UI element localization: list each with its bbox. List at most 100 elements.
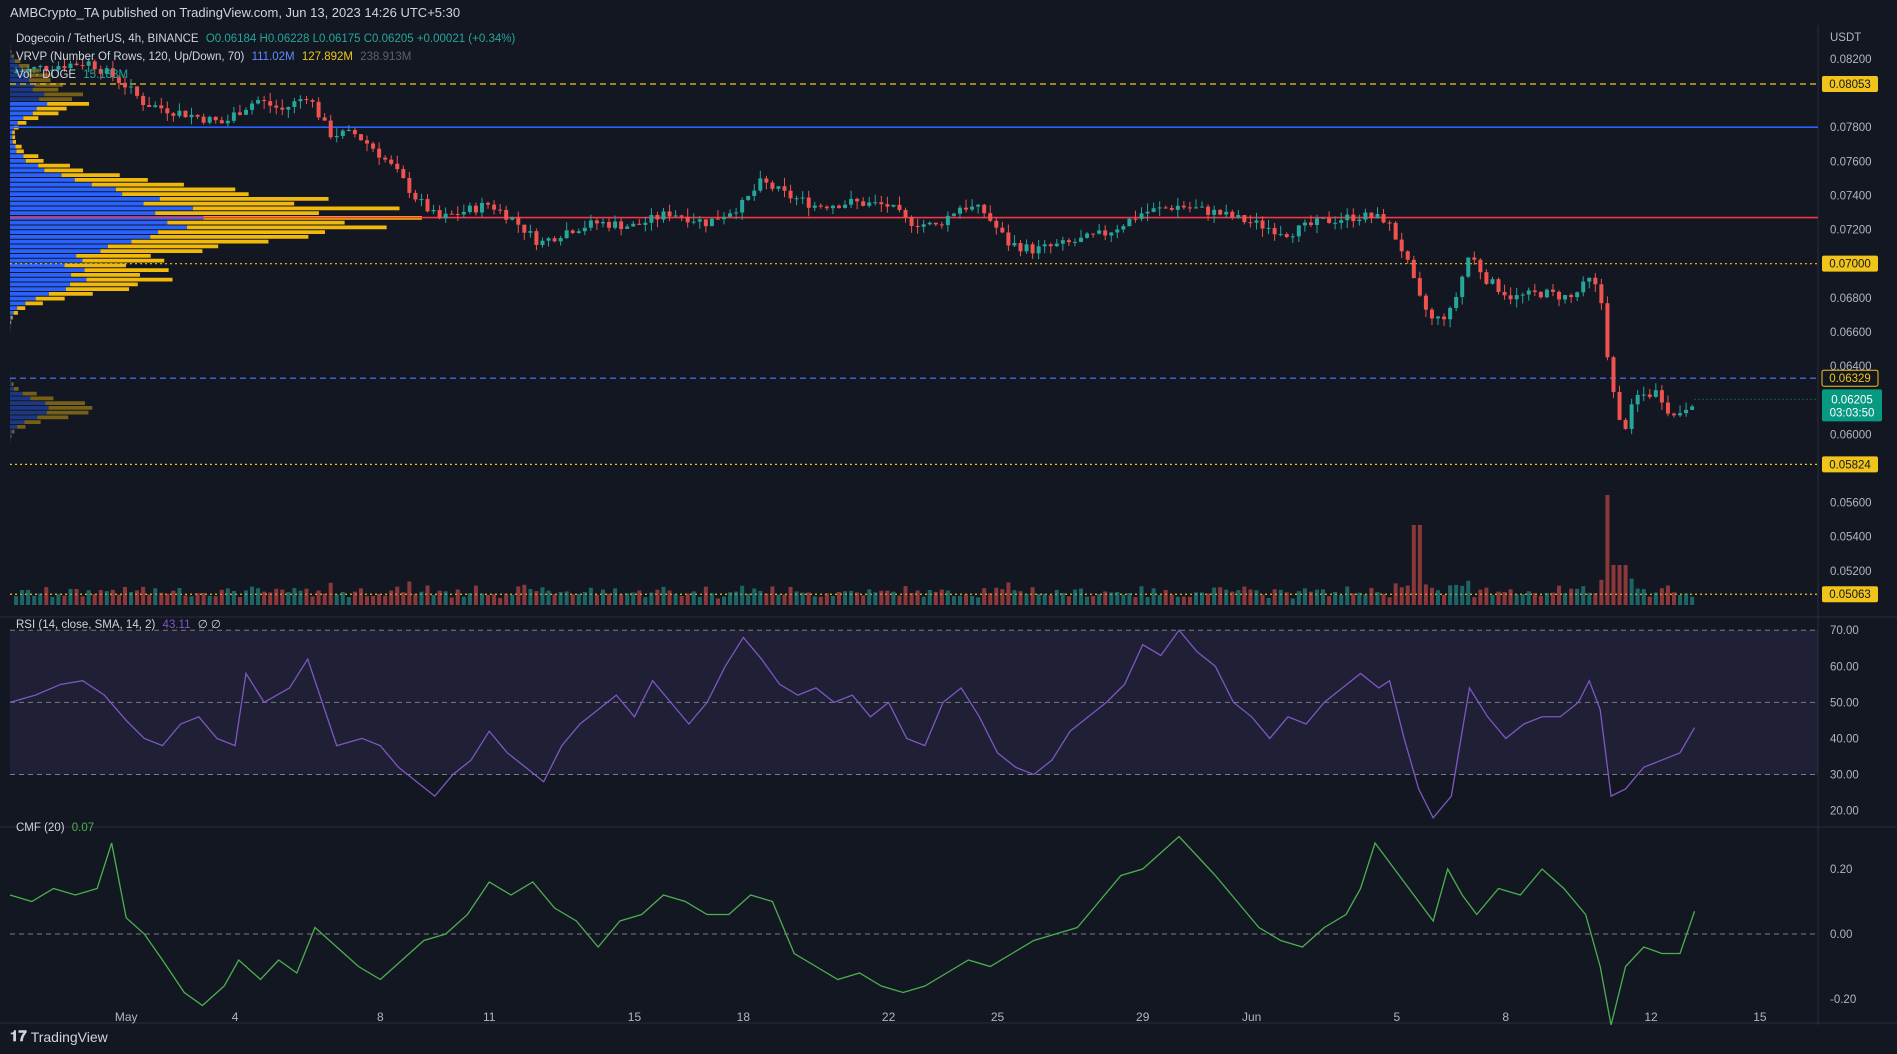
time-tick-label: 8 [1502,1010,1509,1024]
volume-bar [1526,591,1531,605]
vrvp-legend[interactable]: VRVP (Number Of Rows, 120, Up/Down, 70) … [16,51,415,63]
volume-bar [1617,565,1622,605]
candle-body [473,205,478,213]
candle-body [594,220,599,224]
candle-body [510,217,515,220]
candle-body [1678,413,1683,416]
volume-bar [558,591,563,605]
volume-bar [957,595,962,605]
candle-body [243,109,248,115]
volume-bar [564,591,569,605]
tradingview-footer[interactable]: 𝟏𝟕 TradingView [10,1028,108,1045]
candle-body [564,230,569,239]
volume-bar [764,593,769,605]
candle-body [897,204,902,210]
candle-body [274,105,279,108]
vrvp-label: VRVP (Number Of Rows, 120, Up/Down, 70) [16,51,245,63]
candle-body [310,100,315,102]
vp-row-up [10,144,16,149]
candle-body [122,82,127,88]
volume-bar [1248,589,1253,605]
candle-body [1169,207,1174,210]
volume-bar [1169,594,1174,605]
candle-body [625,226,630,229]
price-axis-unit: USDT [1830,32,1861,44]
volume-bar [921,596,926,605]
volume-bar [964,593,969,605]
cmf-legend[interactable]: CMF (20) 0.07 [16,822,98,834]
volume-bar [643,597,648,605]
time-tick-label: May [115,1010,138,1024]
volume-bar [552,594,557,605]
volume-bar [492,594,497,605]
volume-bar [861,595,866,605]
candle-body [1206,206,1211,215]
vp-row-down [17,121,27,125]
volume-bar [74,588,79,605]
volume-bar [407,581,412,605]
price-tick-label: 0.07800 [1830,122,1872,134]
candle-body [1357,219,1362,222]
candle-body [836,205,841,208]
candle-body [1429,309,1434,319]
candle-body [1272,227,1277,235]
volume-bar [722,596,727,605]
volume-bar [292,588,297,605]
volume-bar [1163,590,1168,605]
candle-body [159,105,164,109]
level-label-box [1822,586,1878,603]
vp-row-down [48,292,93,296]
volume-bar [1308,591,1313,605]
volume-bar [504,593,509,605]
vp-row-down [25,159,44,163]
candle-body [1266,227,1271,229]
volume-bar [752,588,757,605]
volume-bar [1466,580,1471,605]
candle-body [1611,357,1616,393]
candle-body [1327,217,1332,223]
candle-body [631,223,636,227]
candle-body [1399,239,1404,252]
symbol-legend[interactable]: Dogecoin / TetherUS, 4h, BINANCE O0.0618… [16,33,519,45]
vrvp-down: 127.892M [301,51,353,63]
candle-body [1133,218,1138,220]
volume-bar [594,594,599,605]
candle-body [219,120,224,124]
candle-body [1387,222,1392,224]
volume-bar [1375,592,1380,605]
vp-row-up [10,211,156,215]
candle-body [231,112,236,121]
vp-row-down [143,201,295,206]
vp-row-down [122,192,249,196]
rsi-extra: ∅ ∅ [197,619,221,631]
vp-row-down [13,311,18,315]
volume-bar [1484,587,1489,605]
volume-bar [1060,592,1065,605]
volume-bar [1079,588,1084,605]
rsi-legend[interactable]: RSI (14, close, SMA, 14, 2) 43.11 ∅ ∅ [16,617,225,631]
candle-body [945,215,950,226]
volume-bar [1048,595,1053,605]
candle-body [976,204,981,207]
chart-svg[interactable]: 0.08200 0.07800 0.07600 0.07400 0.07200 0.068… [0,25,1897,1025]
volume-legend[interactable]: Vol · DOGE 15.133M [16,69,132,81]
candle-body [1496,279,1501,292]
candle-body [576,231,581,233]
price-tick-label: 0.05600 [1830,498,1872,510]
volume-bar [1097,594,1102,605]
volume-bar [129,592,134,605]
volume-bar [38,593,43,605]
vp-row-up [10,230,159,234]
candle-body [1302,222,1307,226]
volume-bar [619,594,624,605]
candle-body [413,192,418,200]
candle-body [1236,215,1241,218]
volume-bar [1290,598,1295,605]
vp-row-up [10,415,38,420]
candle-body [1163,207,1168,209]
candle-body [1526,290,1531,295]
volume-bar [891,591,896,605]
candle-body [1629,404,1634,429]
candle-body [1024,244,1029,252]
candle-body [1284,234,1289,238]
